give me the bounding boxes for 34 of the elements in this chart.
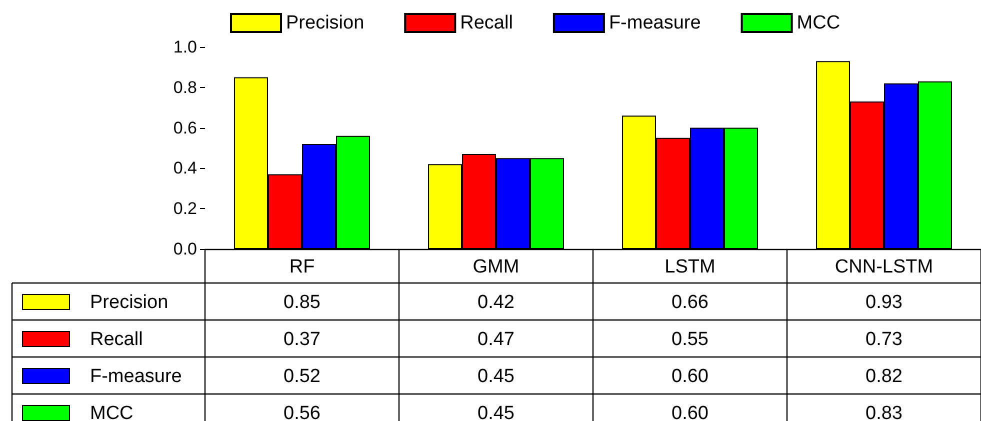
data-label: 0.52 xyxy=(284,366,320,387)
y-tick-label: 0.0 xyxy=(173,240,197,258)
y-tick-label: 0.2 xyxy=(173,199,197,218)
data-label: 0.37 xyxy=(284,329,320,350)
data-label: 0.60 xyxy=(672,403,708,421)
text: F-measure xyxy=(90,366,182,387)
legend-label: Recall xyxy=(460,12,513,34)
data-label: 0.83 xyxy=(866,403,902,421)
y-tick-label: 0.6 xyxy=(173,118,197,138)
data-label: 0.93 xyxy=(866,292,902,313)
legend-label: F-measure xyxy=(608,12,701,34)
text: MCC xyxy=(90,403,134,421)
x-tick-label: CNN-LSTM xyxy=(834,256,934,278)
text: Recall xyxy=(90,329,143,350)
text: Precision xyxy=(90,292,168,313)
data-label: 0.66 xyxy=(672,292,708,313)
y-tick-label: 0.4 xyxy=(173,158,197,178)
data-label: 0.47 xyxy=(478,329,514,350)
legend-label: MCC xyxy=(796,12,840,34)
y-tick-label: 0.8 xyxy=(173,78,197,97)
data-label: 0.82 xyxy=(866,366,902,387)
x-tick-label: LSTM xyxy=(664,256,716,278)
data-label: 0.42 xyxy=(478,292,514,313)
data-label: 0.45 xyxy=(478,366,514,387)
y-tick-label: 1.0 xyxy=(173,38,197,56)
x-tick-label: GMM xyxy=(472,256,520,278)
data-label: 0.60 xyxy=(672,366,708,387)
x-tick-label: RF xyxy=(289,256,315,278)
data-label: 0.73 xyxy=(866,329,902,350)
data-label: 0.45 xyxy=(478,403,514,421)
data-label: 0.56 xyxy=(284,403,320,421)
legend-label: Precision xyxy=(286,12,364,34)
data-label: 0.85 xyxy=(284,292,320,313)
data-label: 0.55 xyxy=(672,329,708,350)
